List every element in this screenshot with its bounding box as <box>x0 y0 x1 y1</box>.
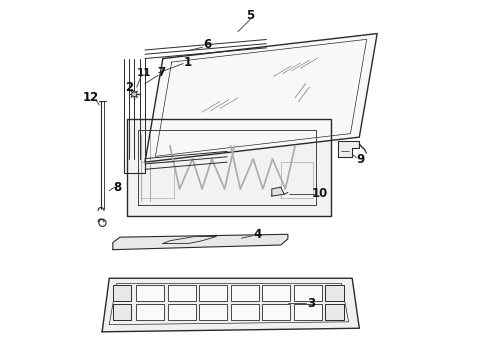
Polygon shape <box>338 141 359 157</box>
Text: 5: 5 <box>246 9 254 22</box>
Text: 11: 11 <box>137 68 151 78</box>
Text: 12: 12 <box>82 91 99 104</box>
Polygon shape <box>272 187 284 196</box>
Text: 10: 10 <box>312 187 328 200</box>
Text: 8: 8 <box>113 181 122 194</box>
Bar <box>199 304 227 320</box>
Circle shape <box>132 92 137 97</box>
Bar <box>294 285 322 301</box>
Text: 2: 2 <box>125 81 133 94</box>
Polygon shape <box>113 234 288 249</box>
Bar <box>231 285 259 301</box>
Text: 7: 7 <box>157 66 165 79</box>
Text: 1: 1 <box>184 55 192 69</box>
Polygon shape <box>145 33 377 162</box>
Polygon shape <box>127 119 331 216</box>
Text: 9: 9 <box>356 153 364 166</box>
Bar <box>113 304 131 320</box>
Bar <box>325 285 344 301</box>
Bar <box>231 304 259 320</box>
Bar <box>325 304 344 320</box>
Bar <box>199 285 227 301</box>
Text: 4: 4 <box>253 228 262 241</box>
Text: 6: 6 <box>203 39 212 51</box>
Text: 3: 3 <box>307 297 315 310</box>
Bar <box>262 304 290 320</box>
Bar <box>262 285 290 301</box>
Polygon shape <box>102 278 359 332</box>
Bar <box>168 285 196 301</box>
Bar <box>136 304 164 320</box>
Bar <box>294 304 322 320</box>
Bar <box>113 285 131 301</box>
Bar <box>168 304 196 320</box>
Bar <box>136 285 164 301</box>
